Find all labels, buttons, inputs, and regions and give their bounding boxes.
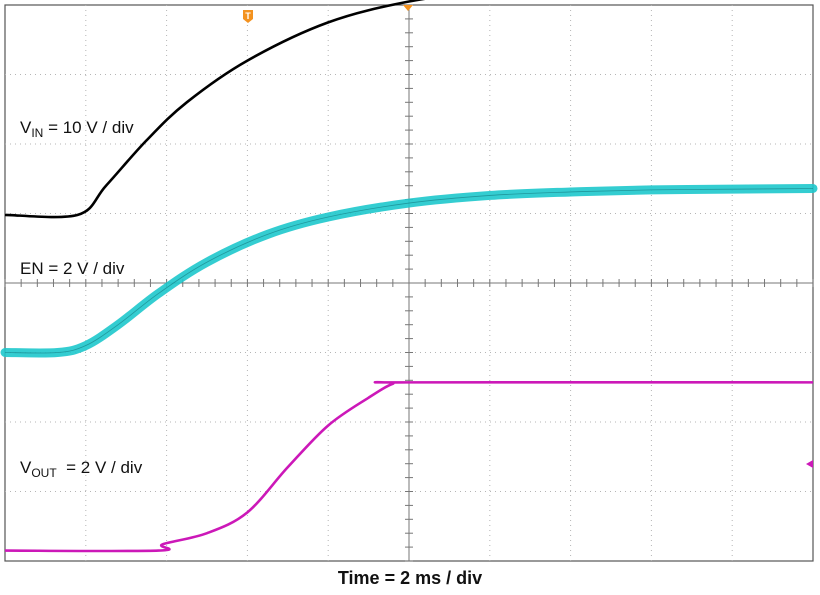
grid [4, 4, 814, 562]
trigger-marker: T [243, 10, 253, 23]
en-trace-core [4, 188, 814, 354]
vout-trace [4, 380, 814, 553]
vout-label-sub: OUT [31, 466, 57, 480]
traces [0, 0, 818, 553]
vout-label: VOUT = 2 V / div [20, 458, 143, 480]
vout-level-marker [806, 460, 813, 468]
en-label-main: EN = 2 V / div [20, 259, 125, 278]
trace-labels: VIN = 10 V / div EN = 2 V / div VOUT = 2… [20, 118, 143, 480]
vout-label-rest: = 2 V / div [57, 458, 143, 477]
oscilloscope-plot: T VIN = 10 V / div EN = 2 V / div VOUT =… [0, 0, 818, 562]
markers: T [243, 5, 813, 468]
vin-label: VIN = 10 V / div [20, 118, 134, 140]
vin-label-main: V [20, 118, 32, 137]
vout-label-main: V [20, 458, 32, 477]
trigger-marker-shape [243, 10, 253, 23]
vin-trace [4, 0, 426, 219]
vin-label-sub: IN [31, 126, 43, 140]
time-position-marker [403, 5, 413, 11]
trigger-marker-text: T [245, 11, 251, 21]
vin-label-rest: = 10 V / div [43, 118, 134, 137]
en-label: EN = 2 V / div [20, 259, 125, 278]
x-axis-label: Time = 2 ms / div [337, 568, 483, 588]
